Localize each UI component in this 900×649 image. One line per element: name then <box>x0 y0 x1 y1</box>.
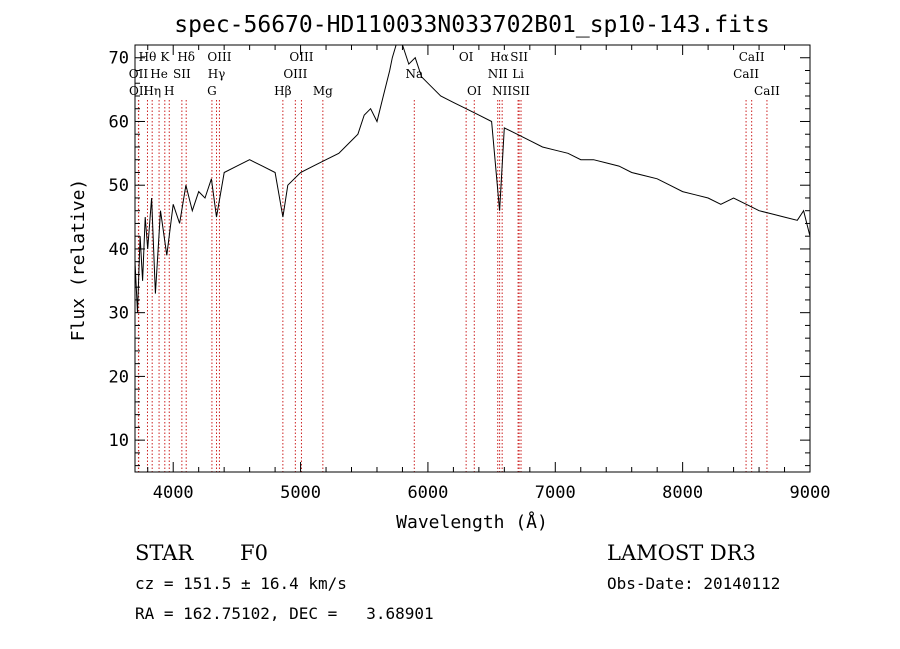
x-tick-label-3: 7000 <box>535 483 576 503</box>
y-tick-label-1: 20 <box>109 367 129 387</box>
coordinates: RA = 162.75102, DEC = 3.68901 <box>135 604 434 623</box>
line-label-3: Hη <box>143 84 161 98</box>
chart-title: spec-56670-HD110033N033702B01_sp10-143.f… <box>174 12 769 38</box>
line-label-6: H <box>164 84 174 98</box>
line-label-0: Hθ <box>139 50 157 64</box>
line-label-25: CaII <box>739 50 765 64</box>
line-label-1: OII <box>129 67 149 81</box>
redshift-velocity: cz = 151.5 ± 16.4 km/s <box>135 574 347 593</box>
y-tick-label-0: 10 <box>109 431 129 451</box>
line-label-21: NII <box>492 84 512 98</box>
line-label-18: OI <box>467 84 482 98</box>
y-tick-label-5: 60 <box>109 112 129 132</box>
object-class: STAR <box>135 541 194 565</box>
x-tick-label-4: 8000 <box>662 483 703 503</box>
x-axis-ticks: 4000 5000 6000 7000 8000 9000 <box>147 45 831 503</box>
survey-name: LAMOST DR3 <box>607 541 756 565</box>
y-tick-label-2: 30 <box>109 304 129 324</box>
line-label-8: Hδ <box>177 50 195 64</box>
line-label-2: OII <box>129 84 149 98</box>
plot-frame <box>134 44 811 473</box>
y-axis-label: Flux (relative) <box>68 179 89 342</box>
line-label-20: NII <box>488 67 508 81</box>
y-tick-label-6: 70 <box>109 49 129 69</box>
object-subclass: F0 <box>240 541 268 565</box>
line-label-10: Hγ <box>208 67 226 81</box>
x-axis-label: Wavelength (Å) <box>396 511 548 533</box>
line-label-12: Hβ <box>274 84 291 98</box>
y-tick-label-4: 50 <box>109 176 129 196</box>
x-tick-label-0: 4000 <box>153 483 194 503</box>
line-label-11: G <box>207 84 217 98</box>
line-label-14: OIII <box>283 67 307 81</box>
observation-date: Obs-Date: 20140112 <box>607 574 780 593</box>
line-label-15: Mg <box>313 84 333 98</box>
spectral-line-markers <box>137 100 768 472</box>
line-label-7: SII <box>173 67 191 81</box>
line-label-17: OI <box>459 50 474 64</box>
line-label-13: OIII <box>289 50 313 64</box>
y-tick-label-3: 40 <box>109 240 129 260</box>
line-label-9: OIII <box>207 50 231 64</box>
line-label-19: Hα <box>490 50 509 64</box>
x-tick-label-2: 6000 <box>407 483 448 503</box>
line-label-22: SII <box>510 50 528 64</box>
line-label-16: Na <box>405 67 423 81</box>
line-label-27: CaII <box>754 84 780 98</box>
line-label-5: K <box>160 50 170 64</box>
x-tick-label-1: 5000 <box>280 483 321 503</box>
y-axis-ticks: 10 20 30 40 50 60 70 <box>109 44 810 467</box>
x-tick-label-5: 9000 <box>790 483 831 503</box>
line-label-24: SII <box>512 84 530 98</box>
line-label-4: He <box>150 67 168 81</box>
line-label-23: Li <box>512 67 524 81</box>
line-label-26: CaII <box>733 67 759 81</box>
